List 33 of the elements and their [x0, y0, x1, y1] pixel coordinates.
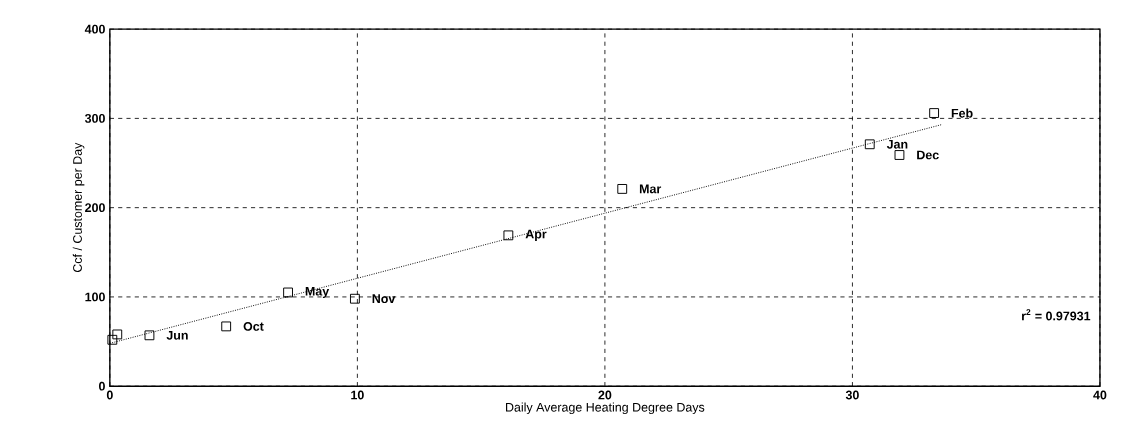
- y-tick-label: 100: [85, 292, 105, 302]
- annotation: r$^{2}$ = 0.97931: [1022, 309, 1091, 321]
- y-axis-title: Ccf / Customer per Day: [72, 142, 85, 272]
- point: [283, 287, 293, 298]
- y-tick-label: 300: [84, 113, 105, 123]
- annotation: Dec: [917, 150, 939, 160]
- y-tick-label: 0: [99, 381, 105, 391]
- x-tick-label: 20: [598, 390, 612, 400]
- annotation: Jan: [886, 139, 908, 149]
- annotation: Jun: [166, 330, 188, 340]
- y-tick-label: 200: [85, 203, 105, 212]
- point: [929, 107, 940, 118]
- x-axis-title: Daily Average Heating Degree Days: [506, 402, 705, 414]
- point: [349, 293, 360, 304]
- point: [617, 183, 628, 194]
- x-tick-label: 30: [845, 390, 859, 400]
- y-tick-label: 400: [84, 24, 105, 34]
- x-tick-label: 0: [106, 390, 113, 400]
- annotation: Feb: [951, 108, 973, 118]
- point: [107, 334, 118, 345]
- point: [503, 230, 514, 241]
- point: [864, 139, 875, 150]
- point: [221, 321, 232, 332]
- annotation: May: [305, 286, 330, 298]
- annotation: Oct: [243, 321, 264, 331]
- x-tick-label: 40: [1093, 390, 1107, 400]
- point: [144, 330, 155, 341]
- annotation: Apr: [525, 229, 547, 241]
- point: [112, 329, 123, 340]
- x-tick-label: 10: [351, 390, 364, 400]
- annotation: Mar: [639, 184, 662, 194]
- point: [894, 149, 905, 160]
- annotation: Nov: [372, 294, 396, 303]
